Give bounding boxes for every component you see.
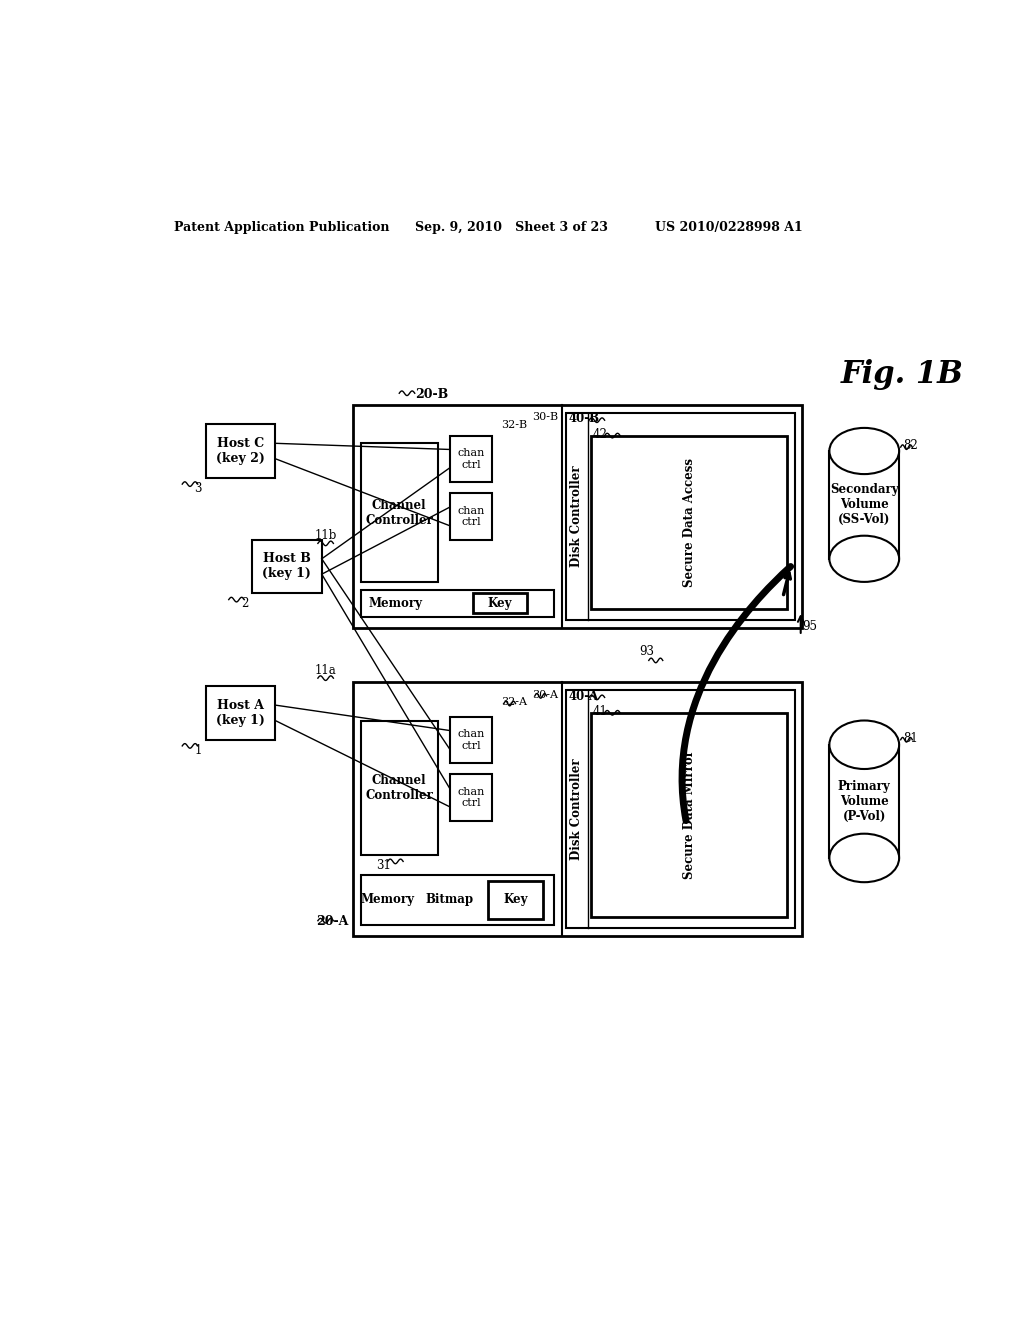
Ellipse shape	[829, 721, 899, 770]
Text: Channel
Controller: Channel Controller	[366, 774, 433, 801]
Text: 30-B: 30-B	[532, 412, 558, 422]
Text: 3: 3	[195, 482, 202, 495]
Text: chan
ctrl: chan ctrl	[458, 447, 484, 470]
Ellipse shape	[829, 834, 899, 882]
Text: Memory: Memory	[369, 597, 422, 610]
Text: 82: 82	[903, 440, 918, 453]
Text: 40-B: 40-B	[568, 412, 599, 425]
Bar	[360, 444, 438, 582]
Text: Host B
(key 1): Host B (key 1)	[262, 553, 311, 581]
Bar	[829, 451, 899, 558]
Text: 40-A: 40-A	[568, 689, 598, 702]
Ellipse shape	[829, 536, 899, 582]
Text: 20-B: 20-B	[415, 388, 449, 401]
Text: Bitmap: Bitmap	[426, 894, 474, 906]
Text: chan
ctrl: chan ctrl	[458, 506, 484, 527]
Text: 30-A: 30-A	[532, 689, 558, 700]
Text: 11a: 11a	[314, 664, 337, 677]
Ellipse shape	[829, 428, 899, 474]
Text: 31: 31	[376, 859, 391, 873]
Text: 11b: 11b	[314, 529, 337, 543]
Bar	[450, 717, 493, 763]
Text: 1: 1	[195, 743, 202, 756]
Text: Fig. 1B: Fig. 1B	[841, 359, 964, 389]
Text: Disk Controller: Disk Controller	[570, 466, 584, 568]
Bar	[360, 875, 554, 924]
Text: 2: 2	[241, 598, 248, 610]
Bar	[206, 686, 275, 739]
Text: Host A
(key 1): Host A (key 1)	[216, 698, 265, 727]
Bar	[352, 405, 802, 628]
Bar	[360, 721, 438, 855]
Text: 95: 95	[802, 620, 817, 634]
Text: Disk Controller: Disk Controller	[570, 758, 584, 859]
Text: chan
ctrl: chan ctrl	[458, 729, 484, 751]
Text: Sep. 9, 2010   Sheet 3 of 23: Sep. 9, 2010 Sheet 3 of 23	[415, 222, 607, 234]
Text: Channel
Controller: Channel Controller	[366, 499, 433, 527]
Text: Patent Application Publication: Patent Application Publication	[174, 222, 390, 234]
Bar	[252, 540, 322, 594]
Text: chan
ctrl: chan ctrl	[458, 787, 484, 808]
Bar	[566, 689, 795, 928]
Text: Memory: Memory	[360, 894, 415, 906]
Text: Secondary
Volume
(SS-Vol): Secondary Volume (SS-Vol)	[829, 483, 899, 527]
Text: 42: 42	[593, 428, 608, 441]
Bar	[488, 880, 543, 919]
Text: 32-A: 32-A	[501, 697, 527, 708]
Text: Key: Key	[487, 597, 512, 610]
Bar	[829, 744, 899, 858]
Bar	[566, 413, 795, 620]
Text: Primary
Volume
(P-Vol): Primary Volume (P-Vol)	[838, 780, 891, 822]
Bar	[206, 424, 275, 478]
Text: 81: 81	[903, 733, 918, 744]
Bar	[450, 494, 493, 540]
Bar	[592, 713, 786, 917]
Text: 20-A: 20-A	[316, 915, 349, 928]
Text: 32-B: 32-B	[501, 420, 527, 430]
Text: Secure Data Mirror: Secure Data Mirror	[683, 750, 695, 879]
Text: Host C
(key 2): Host C (key 2)	[216, 437, 265, 465]
Text: 93: 93	[640, 644, 654, 657]
Text: Secure Data Access: Secure Data Access	[683, 458, 695, 586]
Text: Key: Key	[503, 894, 527, 907]
Bar	[360, 590, 554, 616]
Text: US 2010/0228998 A1: US 2010/0228998 A1	[655, 222, 803, 234]
Bar	[450, 775, 493, 821]
Bar	[473, 593, 527, 614]
Bar	[592, 436, 786, 609]
Bar	[352, 682, 802, 936]
Text: 41: 41	[593, 705, 608, 718]
Bar	[450, 436, 493, 482]
